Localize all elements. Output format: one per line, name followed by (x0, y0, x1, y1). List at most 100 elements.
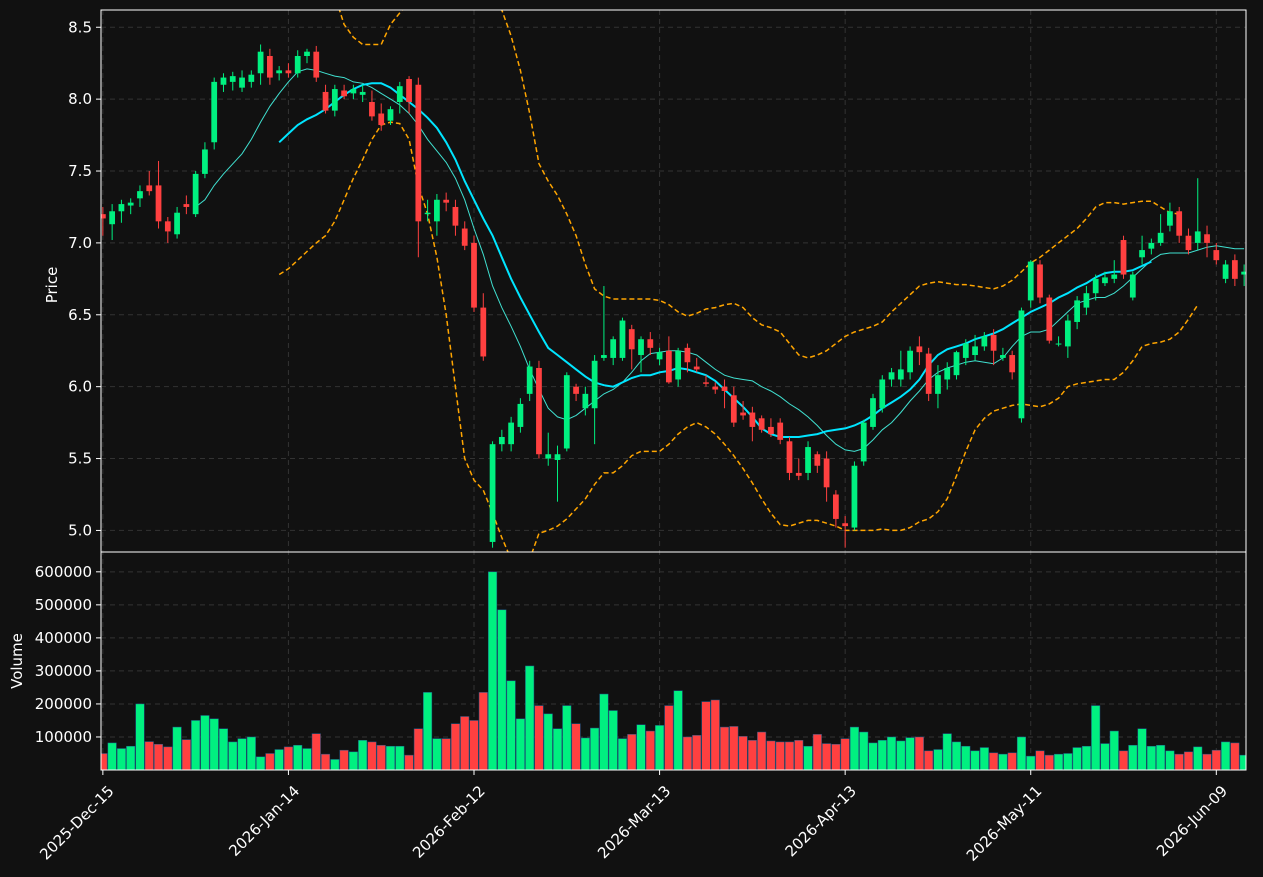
candle-body (378, 113, 385, 126)
candle (1064, 314, 1071, 358)
price-tick-label: 7.5 (68, 162, 92, 180)
volume-bar (237, 738, 247, 770)
candle-body (897, 369, 904, 380)
volume-bar (636, 724, 646, 770)
volume-bar (1007, 752, 1017, 770)
candle (1251, 243, 1257, 275)
volume-bar (1156, 744, 1166, 770)
candle (266, 48, 273, 85)
candle (1018, 307, 1025, 423)
candle-body (712, 386, 719, 390)
candle (1000, 347, 1006, 361)
candle-body (768, 426, 774, 435)
candle (378, 103, 385, 131)
candle-body (248, 74, 255, 82)
candle-body (582, 393, 589, 409)
candle-body (285, 70, 292, 74)
candle-body (239, 77, 245, 88)
volume-bar (376, 744, 386, 770)
candle (786, 436, 793, 481)
x-tick-label: 2026-May-11 (963, 782, 1046, 865)
candle (526, 360, 533, 402)
volume-bar (1119, 750, 1129, 770)
candle-body (749, 412, 756, 427)
volume-bar (914, 736, 924, 770)
candle (127, 198, 134, 215)
volume-bar (469, 720, 479, 770)
price-tick-label: 7.0 (68, 234, 92, 252)
candle (953, 350, 960, 380)
short-moving-average-line (195, 68, 1245, 452)
candle (1194, 178, 1201, 251)
candle (703, 375, 709, 387)
volume-y-axis: 100000 200000 300000 400000 500000 600000 (35, 563, 101, 746)
candle (220, 73, 227, 92)
candle-body (1129, 274, 1136, 298)
volume-bar (107, 742, 117, 770)
volume-panel-frame (100, 551, 1247, 771)
candle-body (740, 412, 746, 416)
volume-bar (849, 726, 859, 770)
volume-tick-label: 300000 (35, 662, 92, 680)
candle-body (443, 199, 450, 203)
candle-body (786, 441, 793, 473)
volume-bar (534, 705, 544, 770)
volume-bar (256, 756, 266, 770)
candle-body (1046, 297, 1053, 341)
candle-body (434, 199, 440, 222)
candle-body (350, 89, 357, 94)
candle (656, 347, 663, 366)
candle-body (601, 355, 607, 358)
candle (508, 416, 514, 452)
volume-bar (367, 741, 377, 770)
volume-bar (970, 750, 980, 770)
candle-body (619, 320, 626, 358)
candle-body (990, 334, 997, 351)
volume-axis-label: Volume (8, 633, 26, 689)
candle (276, 66, 283, 81)
candle (294, 50, 301, 78)
candle (582, 386, 589, 416)
volume-bar (933, 749, 943, 770)
candle (1157, 214, 1164, 246)
candle (1222, 260, 1229, 284)
candle (498, 429, 505, 452)
volume-bar (200, 715, 210, 770)
candle (888, 367, 895, 387)
candle (480, 293, 487, 361)
volume-bar (571, 723, 581, 770)
candle-body (842, 523, 849, 527)
volume-bar (1230, 742, 1240, 770)
volume-bar (460, 716, 470, 770)
candle (545, 432, 552, 466)
candle (823, 451, 830, 502)
volume-bar (450, 723, 460, 770)
candle-body (202, 149, 208, 174)
candle-body (833, 494, 839, 519)
volume-tick-label: 600000 (35, 563, 92, 581)
candle-body (944, 367, 951, 380)
volume-bar (599, 693, 609, 770)
candle (944, 362, 951, 390)
price-tick-label: 5.5 (68, 450, 92, 468)
volume-bar (1026, 755, 1036, 770)
volume-bar (664, 705, 674, 770)
candle-body (1000, 355, 1006, 358)
candle-body (1231, 260, 1238, 279)
bollinger-band-line (278, 121, 1199, 552)
candle (285, 63, 292, 78)
candle (229, 71, 236, 91)
candle (202, 142, 208, 179)
volume-bar (302, 748, 312, 770)
volume-bar (1054, 753, 1064, 770)
volume-bar (645, 730, 655, 770)
volume-bar (385, 745, 396, 770)
volume-bar (590, 727, 600, 770)
volume-bar (395, 745, 405, 770)
candle-body (758, 418, 765, 430)
volume-bar (1165, 750, 1175, 770)
candle (972, 334, 978, 361)
price-tick-label: 5.0 (68, 521, 92, 539)
candle (563, 372, 570, 452)
